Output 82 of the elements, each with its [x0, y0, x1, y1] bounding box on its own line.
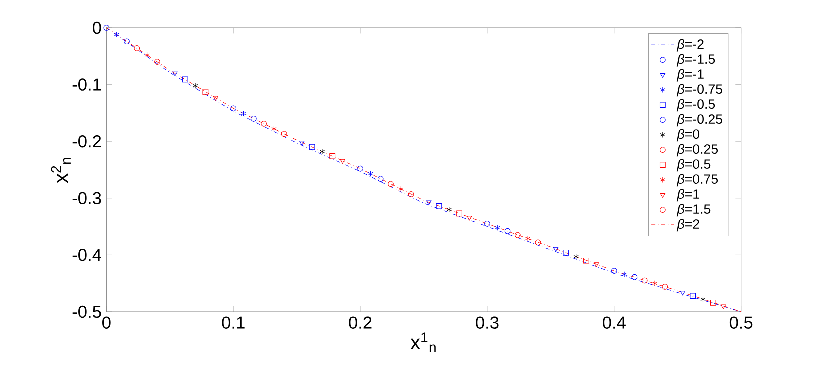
point	[134, 46, 140, 52]
point	[202, 89, 209, 96]
point	[526, 236, 531, 242]
x-tick-label: 0.4	[603, 316, 626, 329]
point	[495, 224, 500, 231]
legend-label: β=0.25	[676, 144, 718, 157]
point	[114, 32, 120, 38]
point	[700, 296, 706, 302]
y-tick-label: -0.5	[72, 306, 102, 318]
x-tick-label: 0.3	[476, 316, 499, 329]
point	[584, 258, 590, 264]
point	[446, 206, 452, 213]
point	[378, 176, 384, 182]
point	[358, 166, 364, 172]
y-tick-label: -0.2	[72, 135, 102, 148]
point	[320, 148, 326, 155]
point	[154, 59, 160, 66]
point	[272, 126, 277, 132]
point	[241, 110, 246, 117]
point	[632, 274, 638, 280]
point	[611, 268, 618, 274]
point	[192, 82, 198, 89]
legend-label: β=0.75	[676, 174, 718, 187]
point	[261, 121, 267, 127]
point	[710, 300, 716, 306]
point	[720, 304, 726, 310]
point	[680, 291, 686, 296]
y-tick-label: -0.3	[72, 192, 102, 205]
point	[662, 284, 668, 290]
point	[436, 203, 442, 210]
point	[652, 280, 658, 287]
point	[535, 240, 542, 246]
x-tick-label: 0.1	[222, 316, 245, 329]
point	[104, 25, 110, 31]
y-tick-label: -0.4	[72, 249, 102, 262]
legend-label: β=-0.5	[676, 99, 716, 112]
point	[300, 141, 305, 146]
point	[504, 228, 511, 234]
point	[398, 186, 404, 192]
legend-label: β=0	[676, 129, 700, 142]
x-axis-title: x$^{1}$n	[410, 332, 436, 352]
legend-label: β=-0.25	[676, 114, 722, 127]
legend-label: β=1.5	[676, 204, 711, 217]
point	[388, 181, 394, 188]
point	[368, 171, 374, 177]
point	[574, 254, 579, 260]
point	[553, 247, 559, 252]
point	[124, 38, 130, 45]
point	[484, 221, 490, 227]
legend-label: β=2	[676, 219, 700, 232]
point	[309, 144, 316, 150]
point	[144, 52, 150, 58]
point	[690, 293, 696, 300]
point	[213, 96, 218, 101]
point	[594, 262, 600, 268]
point	[340, 159, 346, 164]
point	[230, 106, 237, 112]
point	[172, 72, 178, 76]
y-tick-label: -0.1	[72, 78, 102, 91]
point	[563, 250, 570, 256]
point	[182, 76, 188, 83]
y-axis-title: x$^{2}$n	[51, 158, 71, 184]
point	[622, 272, 628, 278]
y-tick-label: 0	[92, 22, 102, 34]
point	[467, 216, 472, 221]
point	[642, 278, 648, 284]
legend-label: β=-1	[676, 69, 704, 82]
x-tick-label: 0.5	[730, 316, 753, 329]
x-tick-label: 0	[102, 316, 111, 329]
point	[456, 210, 462, 217]
legend-label: β=-1.5	[676, 54, 716, 67]
point	[330, 153, 336, 160]
point	[281, 131, 288, 138]
point	[426, 200, 432, 206]
legend-label: β=1	[676, 189, 700, 202]
legend-label: β=0.5	[676, 159, 711, 172]
legend-label: β=-0.75	[676, 84, 722, 97]
point	[250, 116, 257, 122]
point	[514, 232, 521, 238]
point	[408, 191, 414, 198]
legend-label: β=-2	[676, 39, 704, 52]
x-tick-label: 0.2	[349, 316, 372, 329]
